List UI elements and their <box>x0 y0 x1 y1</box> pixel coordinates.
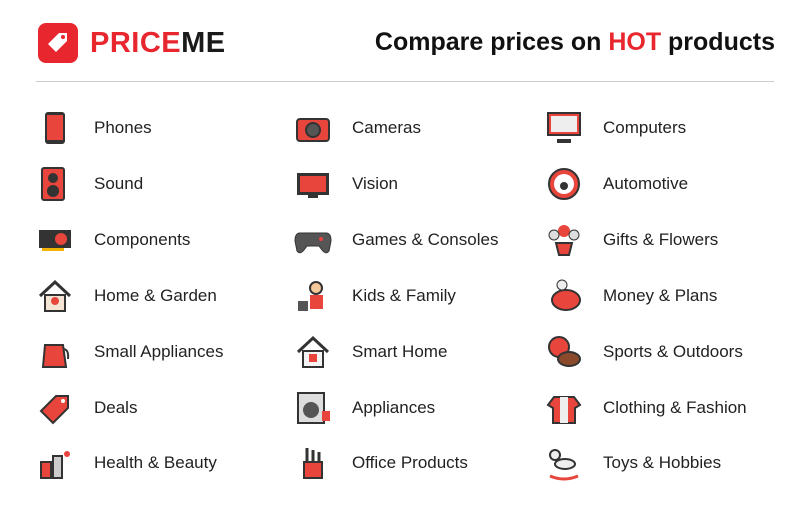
category-smart-home[interactable]: Smart Home <box>294 332 447 372</box>
piggy-bank-icon <box>545 277 583 315</box>
category-label: Sound <box>94 174 144 193</box>
smart-home-icon <box>294 333 332 371</box>
category-label: Automotive <box>603 174 689 193</box>
category-appliances[interactable]: Appliances <box>294 388 435 428</box>
cosmetics-icon <box>36 444 74 482</box>
category-automotive[interactable]: Automotive <box>545 164 688 204</box>
tv-icon <box>294 165 332 203</box>
gamepad-icon <box>294 221 332 259</box>
category-label: Clothing & Fashion <box>603 398 747 417</box>
category-phones[interactable]: Phones <box>36 108 152 148</box>
washing-machine-icon <box>294 389 332 427</box>
brand-name-dark: ME <box>181 26 226 59</box>
category-games-consoles[interactable]: Games & Consoles <box>294 220 498 260</box>
category-label: Gifts & Flowers <box>603 230 719 249</box>
category-label: Small Appliances <box>94 342 224 361</box>
category-label: Home & Garden <box>94 286 217 305</box>
category-kids-family[interactable]: Kids & Family <box>294 276 456 316</box>
category-clothing-fashion[interactable]: Clothing & Fashion <box>545 388 747 428</box>
rocking-horse-icon <box>545 444 583 482</box>
graphics-card-icon <box>36 221 74 259</box>
tag-logo-icon <box>38 23 78 63</box>
category-label: Appliances <box>352 398 436 417</box>
category-deals[interactable]: Deals <box>36 388 137 428</box>
category-money-plans[interactable]: Money & Plans <box>545 276 717 316</box>
category-vision[interactable]: Vision <box>294 164 398 204</box>
category-components[interactable]: Components <box>36 220 190 260</box>
kettle-icon <box>36 333 74 371</box>
category-label: Toys & Hobbies <box>603 453 722 472</box>
category-label: Cameras <box>352 118 421 137</box>
divider <box>36 81 774 82</box>
tagline-after: products <box>661 28 775 56</box>
speaker-icon <box>36 165 74 203</box>
tagline-hot: HOT <box>608 28 662 56</box>
category-label: Phones <box>94 118 152 137</box>
category-label: Kids & Family <box>352 286 456 305</box>
kid-blocks-icon <box>294 277 332 315</box>
category-label: Components <box>94 230 191 249</box>
category-cameras[interactable]: Cameras <box>294 108 421 148</box>
flowers-icon <box>545 221 583 259</box>
balls-icon <box>545 333 583 371</box>
category-label: Deals <box>94 398 138 417</box>
category-sound[interactable]: Sound <box>36 164 143 204</box>
shirt-icon <box>545 389 583 427</box>
camera-icon <box>294 109 332 147</box>
category-office-products[interactable]: Office Products <box>294 443 468 483</box>
category-label: Smart Home <box>352 342 448 361</box>
category-label: Health & Beauty <box>94 453 217 472</box>
category-computers[interactable]: Computers <box>545 108 686 148</box>
category-label: Office Products <box>352 453 468 472</box>
category-label: Money & Plans <box>603 286 718 305</box>
price-tag-icon <box>36 389 74 427</box>
tagline: Compare prices on HOT products <box>375 28 775 57</box>
computer-icon <box>545 109 583 147</box>
brand-name-red: PRICE <box>90 26 182 59</box>
category-label: Games & Consoles <box>352 230 499 249</box>
category-home-garden[interactable]: Home & Garden <box>36 276 217 316</box>
category-toys-hobbies[interactable]: Toys & Hobbies <box>545 443 721 483</box>
house-plant-icon <box>36 277 74 315</box>
steering-wheel-icon <box>545 165 583 203</box>
category-label: Sports & Outdoors <box>603 342 743 361</box>
tagline-before: Compare prices on <box>374 28 609 56</box>
category-label: Computers <box>603 118 687 137</box>
category-health-beauty[interactable]: Health & Beauty <box>36 443 217 483</box>
phone-icon <box>36 109 74 147</box>
priceme-logo[interactable]: PRICEME <box>38 23 226 63</box>
category-label: Vision <box>352 174 398 193</box>
pen-holder-icon <box>294 444 332 482</box>
category-small-appliances[interactable]: Small Appliances <box>36 332 223 372</box>
brand-name: PRICEME <box>90 27 226 60</box>
category-sports-outdoors[interactable]: Sports & Outdoors <box>545 332 743 372</box>
category-gifts-flowers[interactable]: Gifts & Flowers <box>545 220 718 260</box>
